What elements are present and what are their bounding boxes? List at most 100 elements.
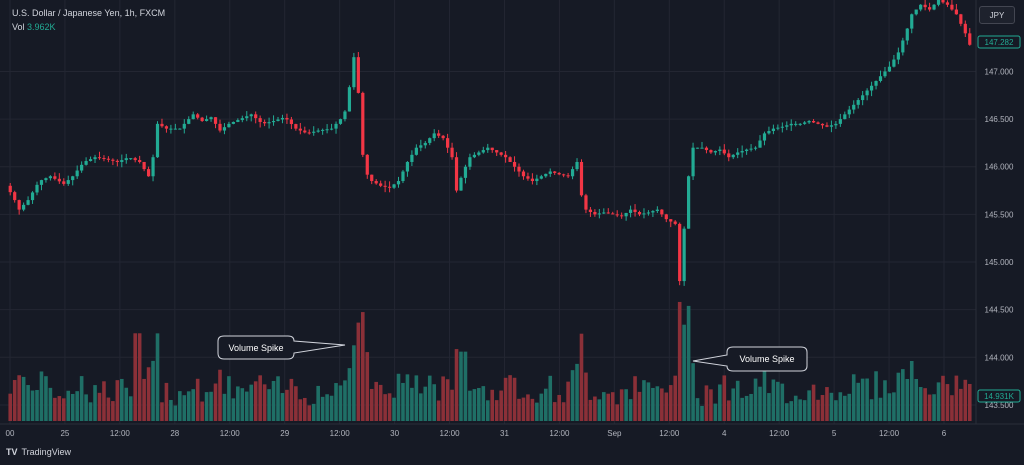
tradingview-brand[interactable]: TV TradingView xyxy=(6,447,71,457)
volume-bar xyxy=(410,387,414,421)
volume-bar xyxy=(445,379,450,421)
candle-body xyxy=(695,147,700,149)
candle-body xyxy=(280,117,285,120)
candle-body xyxy=(745,149,749,152)
candle-body xyxy=(896,52,900,60)
candle-body xyxy=(187,119,191,124)
volume-bar xyxy=(851,374,856,421)
candle-body xyxy=(173,128,177,130)
volume-spike-callout-2: Volume Spike xyxy=(692,346,808,372)
candle-body xyxy=(785,125,789,127)
volume-bar xyxy=(575,363,579,421)
volume-bar xyxy=(477,387,481,421)
candle-body xyxy=(820,123,825,126)
candle-body xyxy=(303,130,307,133)
chart-legend: U.S. Dollar / Japanese Yen, 1h, FXCM Vol… xyxy=(12,6,165,34)
candle-body xyxy=(852,104,856,110)
last-volume-label: 14.931K xyxy=(984,392,1014,401)
volume-bar xyxy=(936,382,941,421)
candle-body xyxy=(798,123,802,125)
candle-body xyxy=(294,124,298,129)
volume-bar xyxy=(967,383,972,421)
volume-bar xyxy=(294,386,298,421)
candle-body xyxy=(811,121,816,123)
candle-body xyxy=(691,147,695,177)
candle-body xyxy=(218,123,222,131)
volume-spike-label-2: Volume Spike xyxy=(739,354,794,364)
volume-bar xyxy=(200,401,204,421)
candle-body xyxy=(575,161,579,170)
time-tick-label: 25 xyxy=(60,429,69,438)
volume-bar xyxy=(780,383,785,421)
candle-body xyxy=(579,161,584,196)
time-tick-label: 12:00 xyxy=(440,429,461,438)
price-tick-label: 147.000 xyxy=(985,67,1014,76)
candle-body xyxy=(245,116,249,119)
volume-bar xyxy=(512,377,517,421)
volume-bar xyxy=(718,384,722,421)
volume-bar xyxy=(602,392,606,421)
volume-bar xyxy=(423,386,428,421)
volume-bar xyxy=(227,376,231,421)
volume-bar xyxy=(155,333,160,421)
candle-body xyxy=(544,173,548,177)
volume-bar xyxy=(450,389,454,421)
candle-body xyxy=(227,123,231,128)
time-axis[interactable]: 00 25 12:00 28 12:00 29 12:00 30 12:00 31 12:00 Sep… xyxy=(6,429,947,438)
price-axis[interactable]: 143.500 144.000 144.500 145.000 145.500 146.0… xyxy=(985,67,1014,409)
volume-bar xyxy=(26,385,30,421)
candle-body xyxy=(892,59,896,67)
candle-body xyxy=(459,177,463,191)
candle-body xyxy=(597,213,601,215)
volume-bar xyxy=(526,394,530,421)
candle-body xyxy=(923,4,927,8)
volume-bar xyxy=(905,379,910,421)
candle-body xyxy=(205,119,209,122)
candle-body xyxy=(22,204,26,210)
volume-bar xyxy=(860,378,865,421)
volume-bar xyxy=(811,384,816,421)
volume-bar xyxy=(182,395,187,421)
volume-bar xyxy=(432,384,437,421)
candle-body xyxy=(106,158,111,160)
volume-bars xyxy=(8,301,972,421)
volume-bar xyxy=(950,395,954,421)
candle-body xyxy=(209,117,213,120)
candle-body xyxy=(593,212,597,215)
volume-bar xyxy=(834,400,838,421)
candle-body xyxy=(620,215,624,217)
volume-bar xyxy=(896,372,901,421)
volume-bar xyxy=(878,397,883,421)
candle-body xyxy=(401,171,405,182)
volume-bar xyxy=(468,390,472,421)
volume-bar xyxy=(843,395,847,421)
grid-lines xyxy=(0,0,976,424)
volume-bar xyxy=(102,381,106,421)
candle-body xyxy=(682,228,686,282)
candle-body xyxy=(428,138,432,143)
volume-bar xyxy=(414,375,419,421)
volume-bar xyxy=(655,386,660,421)
volume-bar xyxy=(405,374,410,421)
volume-bar xyxy=(481,386,486,421)
candle-body xyxy=(62,181,66,184)
candle-body xyxy=(834,123,838,126)
candle-body xyxy=(950,4,954,10)
volume-bar xyxy=(378,384,383,421)
candle-body xyxy=(794,123,798,125)
candle-body xyxy=(936,0,941,5)
time-tick-label: 12:00 xyxy=(330,429,351,438)
candle-body xyxy=(151,157,155,177)
volume-bar xyxy=(704,385,709,421)
volume-bar xyxy=(561,402,566,421)
candle-body xyxy=(767,131,771,134)
volume-bar xyxy=(695,398,700,421)
candle-body xyxy=(687,176,691,229)
volume-bar xyxy=(35,390,39,421)
volume-bar xyxy=(610,392,615,421)
currency-button[interactable]: JPY xyxy=(979,6,1015,24)
candle-body xyxy=(945,2,950,5)
candle-body xyxy=(129,158,133,160)
volume-bar xyxy=(713,403,718,421)
